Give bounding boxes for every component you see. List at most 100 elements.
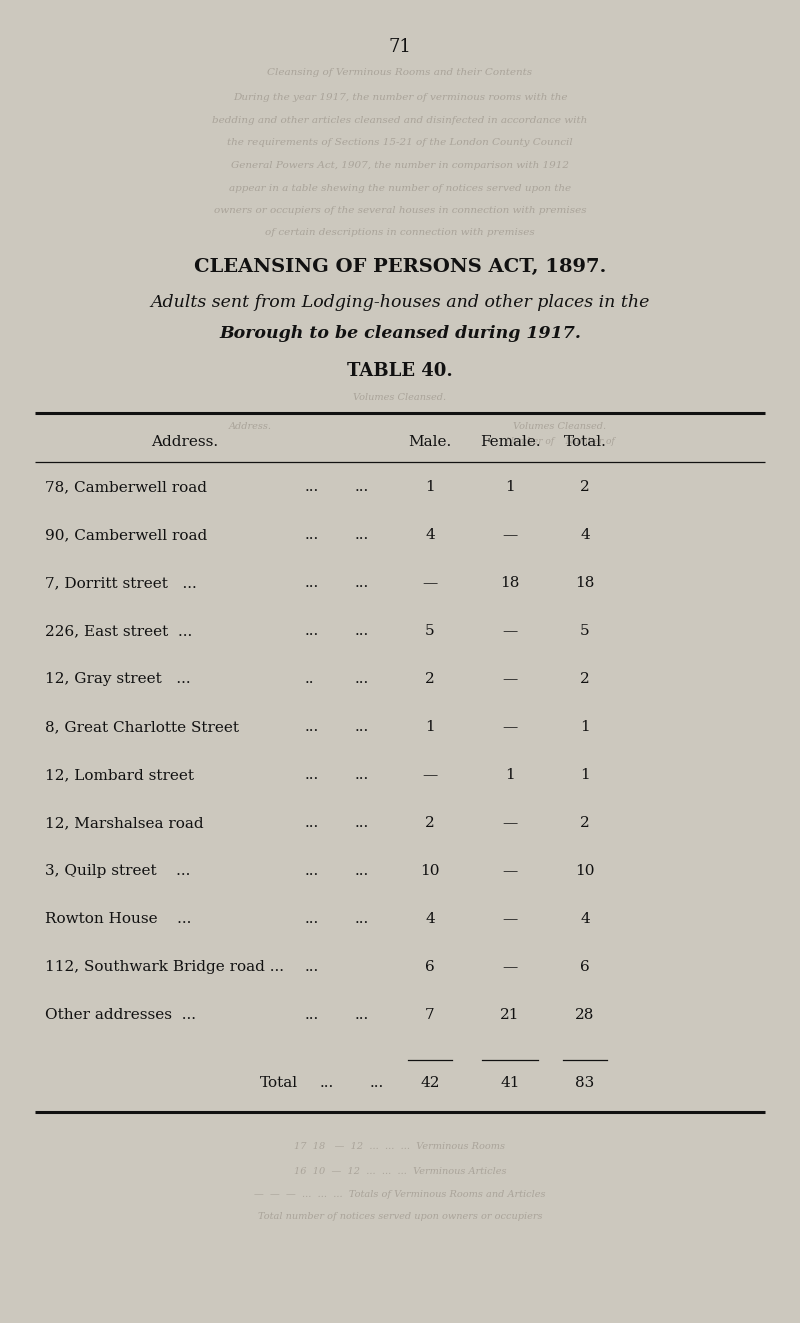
Text: Other addresses  ...: Other addresses ... bbox=[45, 1008, 196, 1021]
Text: ..: .. bbox=[305, 672, 314, 687]
Text: TABLE 40.: TABLE 40. bbox=[347, 363, 453, 380]
Text: —: — bbox=[502, 912, 518, 926]
Text: 4: 4 bbox=[425, 912, 435, 926]
Text: Total number of notices served upon owners or occupiers: Total number of notices served upon owne… bbox=[258, 1212, 542, 1221]
Text: ...: ... bbox=[355, 576, 370, 590]
Text: appear in a table shewing the number of notices served upon the: appear in a table shewing the number of … bbox=[229, 184, 571, 193]
Text: 2: 2 bbox=[580, 816, 590, 830]
Text: Total: Total bbox=[260, 1076, 298, 1090]
Text: 8, Great Charlotte Street: 8, Great Charlotte Street bbox=[45, 720, 239, 734]
Text: 7: 7 bbox=[425, 1008, 435, 1021]
Text: 1: 1 bbox=[580, 720, 590, 734]
Text: 83: 83 bbox=[575, 1076, 594, 1090]
Text: 1: 1 bbox=[425, 720, 435, 734]
Text: —: — bbox=[502, 624, 518, 638]
Text: —: — bbox=[502, 528, 518, 542]
Text: 71: 71 bbox=[389, 38, 411, 56]
Text: 18: 18 bbox=[500, 576, 520, 590]
Text: of certain descriptions in connection with premises: of certain descriptions in connection wi… bbox=[265, 228, 535, 237]
Text: Cleansing of Verminous Rooms and their Contents: Cleansing of Verminous Rooms and their C… bbox=[267, 67, 533, 77]
Text: 112, Southwark Bridge road ...: 112, Southwark Bridge road ... bbox=[45, 960, 284, 974]
Text: ...: ... bbox=[305, 480, 319, 493]
Text: 10: 10 bbox=[575, 864, 594, 878]
Text: ...: ... bbox=[355, 1008, 370, 1021]
Text: ...: ... bbox=[355, 767, 370, 782]
Text: Borough to be cleansed during 1917.: Borough to be cleansed during 1917. bbox=[219, 325, 581, 343]
Text: bedding and other articles cleansed and disinfected in accordance with: bedding and other articles cleansed and … bbox=[212, 116, 588, 124]
Text: ...: ... bbox=[305, 720, 319, 734]
Text: 1: 1 bbox=[505, 480, 515, 493]
Text: ...: ... bbox=[320, 1076, 334, 1090]
Text: owners or occupiers of the several houses in connection with premises: owners or occupiers of the several house… bbox=[214, 206, 586, 216]
Text: 12, Marshalsea road: 12, Marshalsea road bbox=[45, 816, 204, 830]
Text: Rowton House    ...: Rowton House ... bbox=[45, 912, 191, 926]
Text: ...: ... bbox=[305, 816, 319, 830]
Text: —: — bbox=[502, 672, 518, 687]
Text: General Powers Act, 1907, the number in comparison with 1912: General Powers Act, 1907, the number in … bbox=[231, 161, 569, 169]
Text: During the year 1917, the number of verminous rooms with the: During the year 1917, the number of verm… bbox=[233, 93, 567, 102]
Text: ...: ... bbox=[355, 816, 370, 830]
Text: 41: 41 bbox=[500, 1076, 520, 1090]
Text: 90, Camberwell road: 90, Camberwell road bbox=[45, 528, 207, 542]
Text: 42: 42 bbox=[420, 1076, 440, 1090]
Text: 2: 2 bbox=[425, 816, 435, 830]
Text: ...: ... bbox=[355, 624, 370, 638]
Text: ...: ... bbox=[370, 1076, 384, 1090]
Text: 28: 28 bbox=[575, 1008, 594, 1021]
Text: 10: 10 bbox=[420, 864, 440, 878]
Text: 4: 4 bbox=[580, 528, 590, 542]
Text: ...: ... bbox=[355, 672, 370, 687]
Text: 7, Dorritt street   ...: 7, Dorritt street ... bbox=[45, 576, 197, 590]
Text: ...: ... bbox=[305, 912, 319, 926]
Text: —: — bbox=[502, 720, 518, 734]
Text: 78, Camberwell road: 78, Camberwell road bbox=[45, 480, 207, 493]
Text: 2: 2 bbox=[580, 672, 590, 687]
Text: —: — bbox=[502, 816, 518, 830]
Text: 12, Lombard street: 12, Lombard street bbox=[45, 767, 194, 782]
Text: 226, East street  ...: 226, East street ... bbox=[45, 624, 192, 638]
Text: ...: ... bbox=[305, 624, 319, 638]
Text: ...: ... bbox=[305, 1008, 319, 1021]
Text: 17  18   —  12  ...  ...  ...  Verminous Rooms: 17 18 — 12 ... ... ... Verminous Rooms bbox=[294, 1142, 506, 1151]
Text: ...: ... bbox=[305, 960, 319, 974]
Text: 5: 5 bbox=[425, 624, 435, 638]
Text: ...: ... bbox=[305, 767, 319, 782]
Text: 1: 1 bbox=[505, 767, 515, 782]
Text: ...: ... bbox=[355, 720, 370, 734]
Text: ...: ... bbox=[355, 912, 370, 926]
Text: ...: ... bbox=[355, 864, 370, 878]
Text: Female.: Female. bbox=[480, 435, 540, 448]
Text: —: — bbox=[422, 767, 438, 782]
Text: ...: ... bbox=[355, 528, 370, 542]
Text: Volumes Cleansed.: Volumes Cleansed. bbox=[514, 422, 606, 431]
Text: 5: 5 bbox=[580, 624, 590, 638]
Text: 18: 18 bbox=[575, 576, 594, 590]
Text: Total.: Total. bbox=[563, 435, 606, 448]
Text: Male.: Male. bbox=[408, 435, 452, 448]
Text: CLEANSING OF PERSONS ACT, 1897.: CLEANSING OF PERSONS ACT, 1897. bbox=[194, 258, 606, 277]
Text: 3, Quilp street    ...: 3, Quilp street ... bbox=[45, 864, 190, 878]
Text: 2: 2 bbox=[580, 480, 590, 493]
Text: Number of    Number of: Number of Number of bbox=[505, 437, 615, 446]
Text: 12, Gray street   ...: 12, Gray street ... bbox=[45, 672, 190, 687]
Text: 16  10  —  12  ...  ...  ...  Verminous Articles: 16 10 — 12 ... ... ... Verminous Article… bbox=[294, 1167, 506, 1176]
Text: Volumes Cleansed.: Volumes Cleansed. bbox=[354, 393, 446, 402]
Text: Address.: Address. bbox=[229, 422, 271, 431]
Text: —: — bbox=[422, 576, 438, 590]
Text: —: — bbox=[502, 960, 518, 974]
Text: 1: 1 bbox=[425, 480, 435, 493]
Text: 2: 2 bbox=[425, 672, 435, 687]
Text: —  —  —  ...  ...  ...  Totals of Verminous Rooms and Articles: — — — ... ... ... Totals of Verminous Ro… bbox=[254, 1189, 546, 1199]
Text: ...: ... bbox=[305, 576, 319, 590]
Text: 21: 21 bbox=[500, 1008, 520, 1021]
Text: 6: 6 bbox=[425, 960, 435, 974]
Text: ...: ... bbox=[305, 864, 319, 878]
Text: 1: 1 bbox=[580, 767, 590, 782]
Text: 4: 4 bbox=[580, 912, 590, 926]
Text: 4: 4 bbox=[425, 528, 435, 542]
Text: ...: ... bbox=[355, 480, 370, 493]
Text: Adults sent from Lodging-houses and other places in the: Adults sent from Lodging-houses and othe… bbox=[150, 294, 650, 311]
Text: the requirements of Sections 15-21 of the London County Council: the requirements of Sections 15-21 of th… bbox=[227, 138, 573, 147]
Text: Address.: Address. bbox=[151, 435, 218, 448]
Text: —: — bbox=[502, 864, 518, 878]
